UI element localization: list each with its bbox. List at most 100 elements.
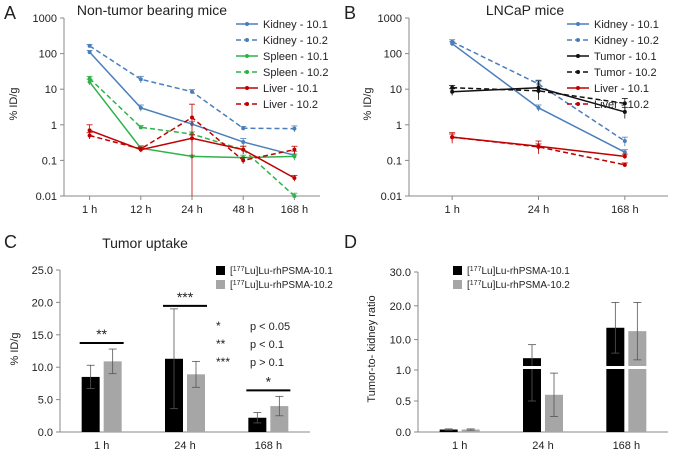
bar: [103, 361, 122, 432]
pvalue-note-text: p < 0.05: [250, 321, 290, 333]
panel-b-title: LNCaP mice: [486, 2, 565, 18]
panel-b-plot: 0.01 0.1 1 10 100 1000 1 h 24 h 168 h Kidney - 10…: [378, 13, 668, 216]
pvalue-note-stars: *: [216, 319, 221, 333]
data-point: [622, 109, 627, 114]
legend-label: Kidney - 10.2: [263, 35, 328, 47]
data-point: [87, 50, 92, 55]
x-tick-label: 168 h: [281, 204, 309, 216]
series-line-tumor-10-2: [452, 86, 625, 105]
x-tick-label: 1 h: [445, 204, 460, 216]
legend-label: Kidney - 10.1: [263, 19, 328, 31]
data-point: [292, 147, 297, 152]
y-tick-label: 0.1: [387, 155, 402, 167]
legend-label: [177Lu]Lu-rhPSMA-10.1: [230, 266, 333, 278]
bar: [628, 331, 647, 432]
y-tick-label: 0.0: [38, 427, 53, 439]
legend-marker: [245, 22, 249, 26]
x-tick-label: 1 h: [82, 204, 97, 216]
legend-marker: [576, 70, 580, 74]
series-line-liver-10-2: [452, 136, 625, 166]
x-tick-label: 48 h: [232, 204, 253, 216]
legend-label: Tumor - 10.1: [594, 51, 657, 63]
significance-stars: **: [96, 326, 107, 342]
y-tick-label: 0.1: [42, 155, 57, 167]
legend-swatch: [453, 280, 462, 289]
y-tick-label: 100: [384, 49, 402, 61]
legend-label: Spleen - 10.2: [263, 67, 328, 79]
y-tick-label: 1.0: [396, 365, 411, 377]
panel-a-plot: 0.01 0.1 1 10 100 1000 1 h 12 h 24 h 48 h 168 h Kid…: [33, 13, 329, 216]
panel-a-ylabel: % ID/g: [8, 87, 20, 120]
data-point: [190, 115, 194, 120]
bar: [606, 327, 625, 432]
x-tick-label: 12 h: [130, 204, 151, 216]
bar: [187, 374, 205, 432]
x-tick-label: 24 h: [532, 440, 553, 451]
data-point: [138, 146, 143, 151]
significance-stars: ***: [177, 289, 194, 305]
pvalue-note-text: p > 0.1: [250, 357, 284, 369]
data-point: [622, 150, 627, 155]
panel-letter-b: B: [344, 3, 356, 23]
legend-label: Kidney - 10.2: [594, 35, 659, 47]
y-tick-label: 1000: [378, 13, 402, 25]
data-point: [450, 135, 455, 140]
data-point: [622, 154, 627, 159]
data-point: [292, 194, 297, 198]
y-tick-label: 100: [39, 49, 57, 61]
x-tick-label: 1 h: [452, 440, 467, 451]
legend-marker: [576, 86, 580, 90]
legend-marker: [576, 38, 580, 42]
data-point: [536, 88, 541, 93]
panel-letter-a: A: [4, 3, 16, 23]
x-tick-label: 168 h: [255, 440, 283, 451]
bar: [248, 417, 267, 432]
y-tick-label: 1000: [33, 13, 57, 25]
data-point: [241, 126, 246, 131]
legend-label: Tumor - 10.2: [594, 67, 657, 79]
y-tick-label: 0.0: [396, 427, 411, 439]
data-point: [190, 89, 194, 94]
x-tick-label: 24 h: [174, 440, 195, 451]
data-point: [450, 39, 455, 44]
data-point: [241, 147, 246, 152]
y-tick-label: 10: [390, 84, 402, 96]
data-point: [622, 139, 627, 144]
legend-label: Liver - 10.1: [263, 83, 318, 95]
panel-c-plot: 0.0 5.0 10.0 15.0 20.0 25.0 1 h 24 h 168 h [177Lu…: [32, 265, 334, 451]
legend-marker: [245, 102, 249, 106]
data-point: [87, 76, 92, 81]
pvalue-note-stars: **: [216, 337, 226, 351]
data-point: [450, 89, 455, 94]
y-tick-label: 0.01: [36, 191, 57, 203]
x-tick-label: 24 h: [181, 204, 202, 216]
y-tick-label: 10: [45, 84, 57, 96]
data-point: [292, 126, 297, 131]
legend-swatch: [453, 266, 462, 275]
legend-marker: [576, 102, 580, 106]
data-point: [292, 176, 297, 181]
x-tick-label: 168 h: [611, 204, 639, 216]
legend-marker: [245, 38, 249, 42]
panel-d-ylabel: Tumor-to- kidney ratio: [366, 295, 378, 402]
pvalue-note-text: p < 0.1: [250, 339, 284, 351]
legend-label: [177Lu]Lu-rhPSMA-10.1: [467, 266, 570, 278]
y-tick-label: 1: [396, 120, 402, 132]
legend-marker: [245, 70, 249, 74]
data-point: [622, 101, 627, 106]
bar: [81, 376, 100, 432]
x-tick-label: 1 h: [94, 440, 109, 451]
significance-stars: *: [266, 373, 272, 389]
legend-marker: [576, 22, 580, 26]
y-tick-label: 1: [51, 120, 57, 132]
panel-b-ylabel: % ID/g: [362, 87, 374, 120]
y-tick-label: 30.0: [390, 267, 411, 279]
x-tick-label: 168 h: [613, 440, 641, 451]
legend-swatch: [216, 266, 225, 275]
axis-break-gap: [419, 366, 668, 369]
bar: [439, 429, 458, 432]
data-point: [622, 162, 627, 167]
panel-d-plot: 0.0 0.5 1.0 10.0 20.0 30.0 1 h 24 h 168 h [177Lu]…: [390, 266, 668, 451]
legend-marker: [245, 54, 249, 58]
legend-label: [177Lu]Lu-rhPSMA-10.2: [230, 280, 333, 292]
